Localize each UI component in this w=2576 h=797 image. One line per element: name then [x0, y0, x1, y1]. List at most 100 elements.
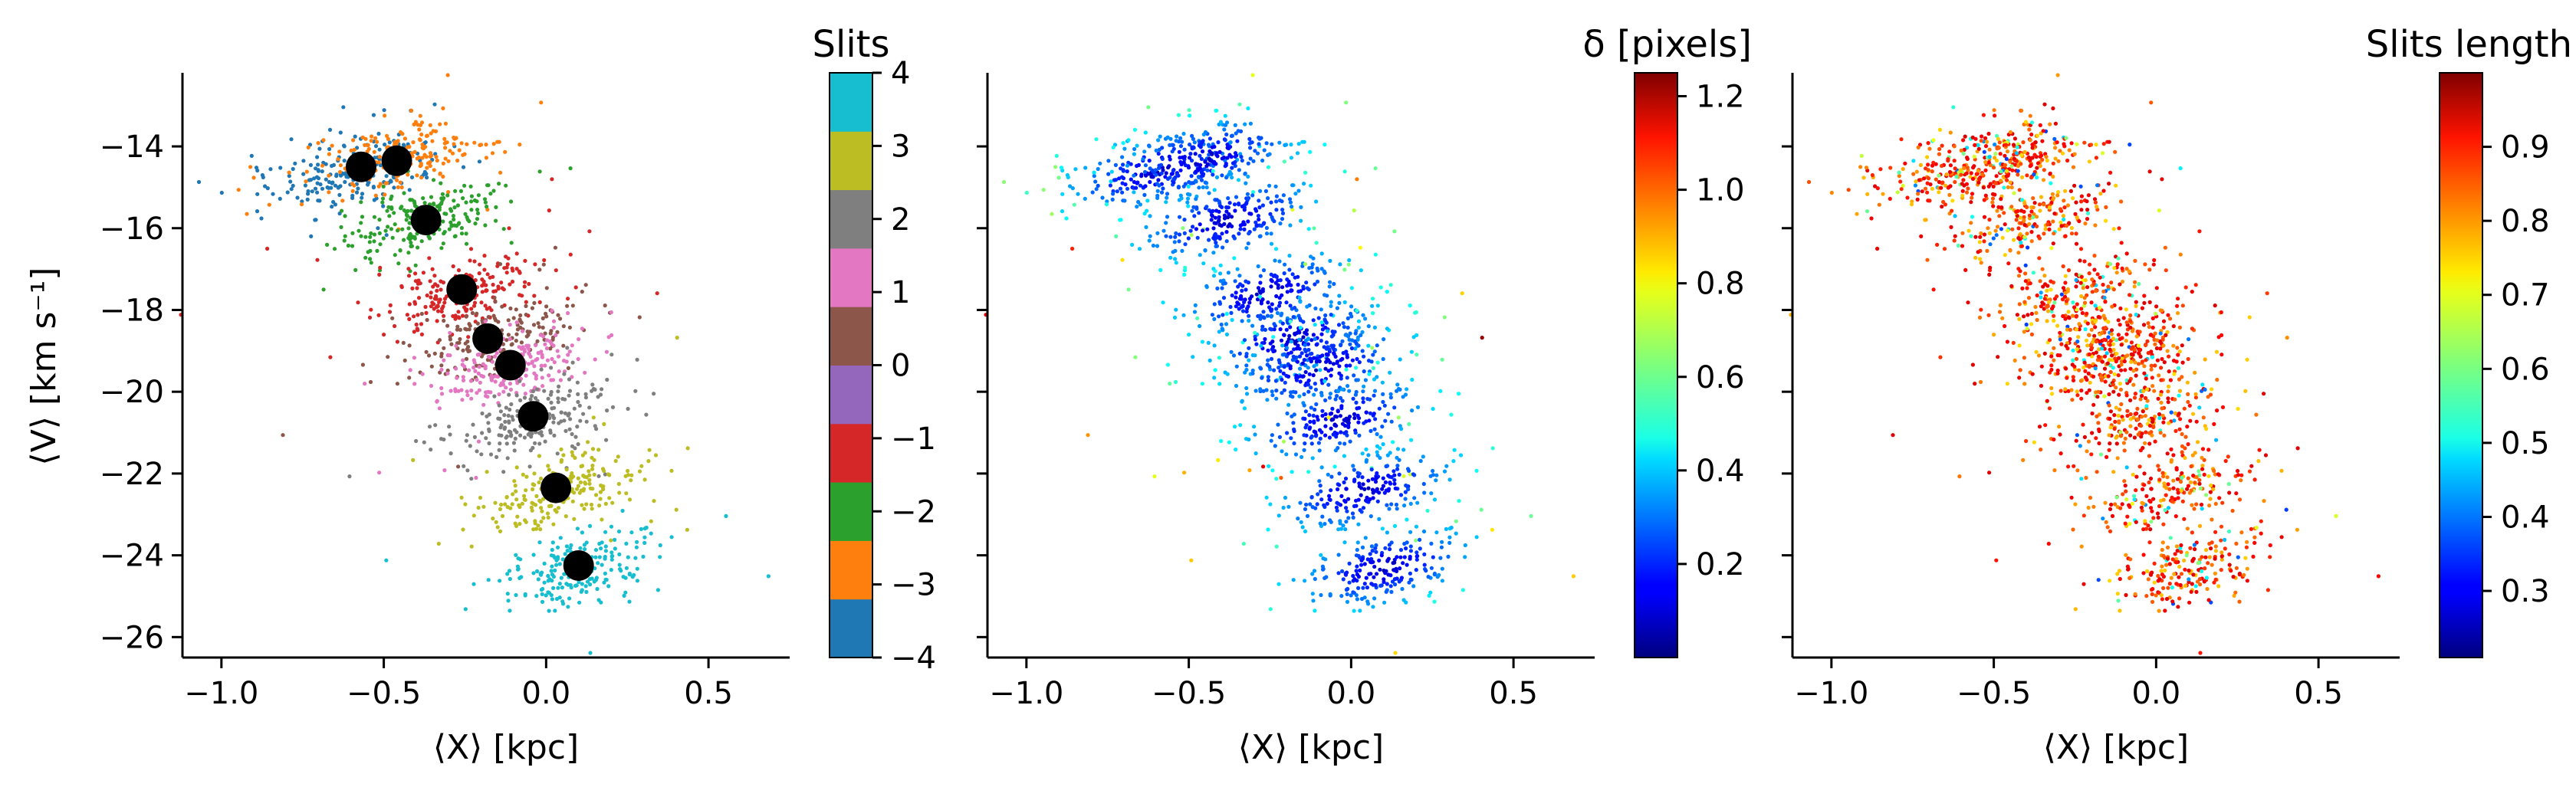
data-point [639, 464, 644, 468]
data-point [607, 496, 612, 500]
data-point [1306, 382, 1310, 387]
data-point [1969, 234, 1973, 238]
data-point [2034, 215, 2039, 219]
data-point [1930, 186, 1935, 191]
data-point [1342, 480, 1346, 485]
data-point [528, 397, 533, 402]
data-point [1949, 225, 1953, 229]
data-point [459, 495, 464, 500]
data-point [437, 406, 442, 411]
data-point [435, 309, 441, 313]
data-point [1966, 300, 1970, 305]
data-point [422, 201, 427, 205]
data-point [1899, 137, 1904, 142]
data-point [552, 433, 557, 438]
data-point [1364, 410, 1368, 415]
data-point [1961, 138, 1966, 143]
data-point [2135, 330, 2140, 334]
data-point [578, 546, 583, 550]
data-point [1414, 353, 1419, 357]
data-point [1224, 239, 1229, 244]
data-point [590, 447, 596, 451]
data-point [1380, 380, 1385, 385]
data-point [2099, 346, 2104, 351]
data-point [1277, 296, 1282, 300]
data-point [1242, 406, 1247, 411]
data-point [1186, 204, 1191, 208]
data-point [1347, 561, 1352, 566]
data-point [2098, 306, 2102, 310]
data-point [497, 433, 501, 438]
data-point [2154, 346, 2159, 351]
data-point [449, 207, 453, 212]
data-point [439, 354, 444, 359]
data-point [1944, 172, 1949, 177]
data-point [1411, 472, 1415, 477]
data-point [1315, 415, 1319, 419]
data-point [1454, 519, 1458, 523]
data-point [1370, 477, 1375, 481]
data-point [1298, 500, 1303, 505]
data-point [1381, 476, 1385, 480]
data-point [2134, 334, 2139, 339]
data-point [2049, 181, 2053, 185]
data-point [2030, 143, 2035, 147]
data-point [2060, 151, 2065, 156]
data-point [1870, 172, 1875, 178]
data-point [1306, 287, 1311, 292]
data-point [1339, 430, 1343, 435]
data-point [2061, 264, 2065, 269]
colorbar-tick-label: 1.0 [1696, 173, 1745, 208]
data-point [1291, 389, 1296, 394]
data-point [463, 212, 468, 216]
data-point [565, 303, 570, 308]
data-point [1903, 161, 1907, 166]
data-point [1336, 527, 1341, 532]
data-point [2078, 258, 2082, 263]
data-point [502, 413, 507, 418]
data-point [2032, 201, 2037, 205]
data-point [468, 184, 473, 189]
data-point [2059, 224, 2064, 228]
data-point [1187, 108, 1191, 113]
data-point [543, 439, 547, 444]
data-point [2147, 169, 2152, 174]
data-point [1222, 216, 1227, 221]
data-point [588, 582, 593, 587]
data-point [530, 359, 535, 364]
data-point [411, 140, 416, 145]
data-point [1137, 247, 1142, 251]
data-point [1171, 250, 1175, 254]
data-point [580, 326, 585, 331]
data-point [380, 200, 385, 205]
data-point [1395, 382, 1400, 387]
data-point [465, 142, 469, 146]
data-point [583, 392, 588, 396]
data-point [439, 385, 444, 391]
data-point [1940, 163, 1944, 169]
data-point [447, 425, 452, 429]
data-point [1992, 108, 1996, 113]
data-point [1926, 176, 1931, 181]
data-point [413, 279, 418, 284]
data-point [2052, 136, 2057, 141]
scatter-points-slits-length [1789, 73, 2380, 655]
data-point [1266, 300, 1270, 305]
data-point [2089, 300, 2094, 305]
data-point [1320, 564, 1325, 569]
data-point [1309, 271, 1314, 275]
data-point [394, 178, 399, 182]
data-point [497, 139, 501, 144]
data-point [376, 226, 380, 231]
data-point [508, 336, 512, 341]
data-point [1273, 444, 1277, 448]
data-point [540, 586, 545, 592]
data-point [1925, 181, 1930, 185]
data-point [2042, 351, 2047, 356]
data-point [649, 519, 653, 523]
data-point [1122, 146, 1127, 151]
data-point [2111, 342, 2115, 346]
data-point [2031, 215, 2036, 220]
data-point [443, 146, 448, 150]
data-point [2011, 143, 2016, 147]
